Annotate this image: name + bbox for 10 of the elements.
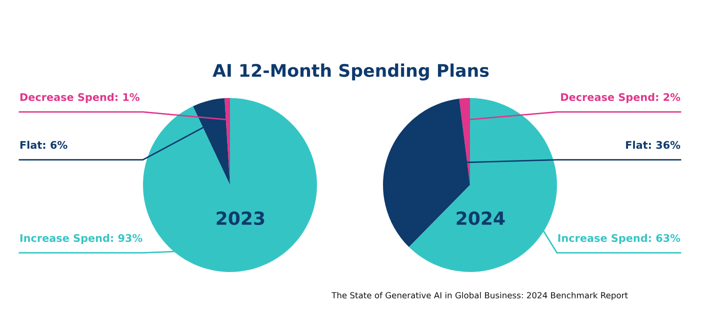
- slice-label: Flat: 36%: [626, 140, 680, 149]
- chart-title: AI 12-Month Spending Plans: [212, 64, 489, 80]
- slice-label: Flat: 6%: [20, 140, 68, 149]
- text: 2023: [216, 211, 264, 226]
- slice-label: Increase Spend: 63%: [558, 234, 680, 244]
- slice-label: Decrease Spend: 2%: [561, 92, 680, 104]
- text: 2024: [456, 211, 505, 226]
- slice-label: Decrease Spend: 1%: [20, 92, 140, 104]
- slice-label: Increase Spend: 93%: [20, 234, 142, 244]
- text: The State of Generative AI in Global Business: 2024 Benchmark Report: [332, 292, 628, 300]
